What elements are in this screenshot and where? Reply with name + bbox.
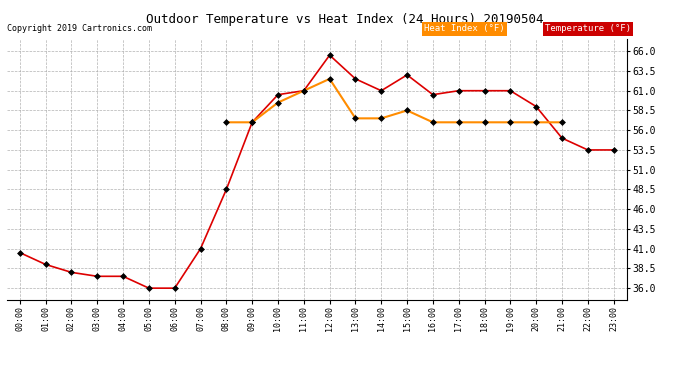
Text: Outdoor Temperature vs Heat Index (24 Hours) 20190504: Outdoor Temperature vs Heat Index (24 Ho… xyxy=(146,13,544,26)
Text: Copyright 2019 Cartronics.com: Copyright 2019 Cartronics.com xyxy=(7,24,152,33)
Text: Heat Index (°F): Heat Index (°F) xyxy=(424,24,505,33)
Text: Temperature (°F): Temperature (°F) xyxy=(545,24,631,33)
